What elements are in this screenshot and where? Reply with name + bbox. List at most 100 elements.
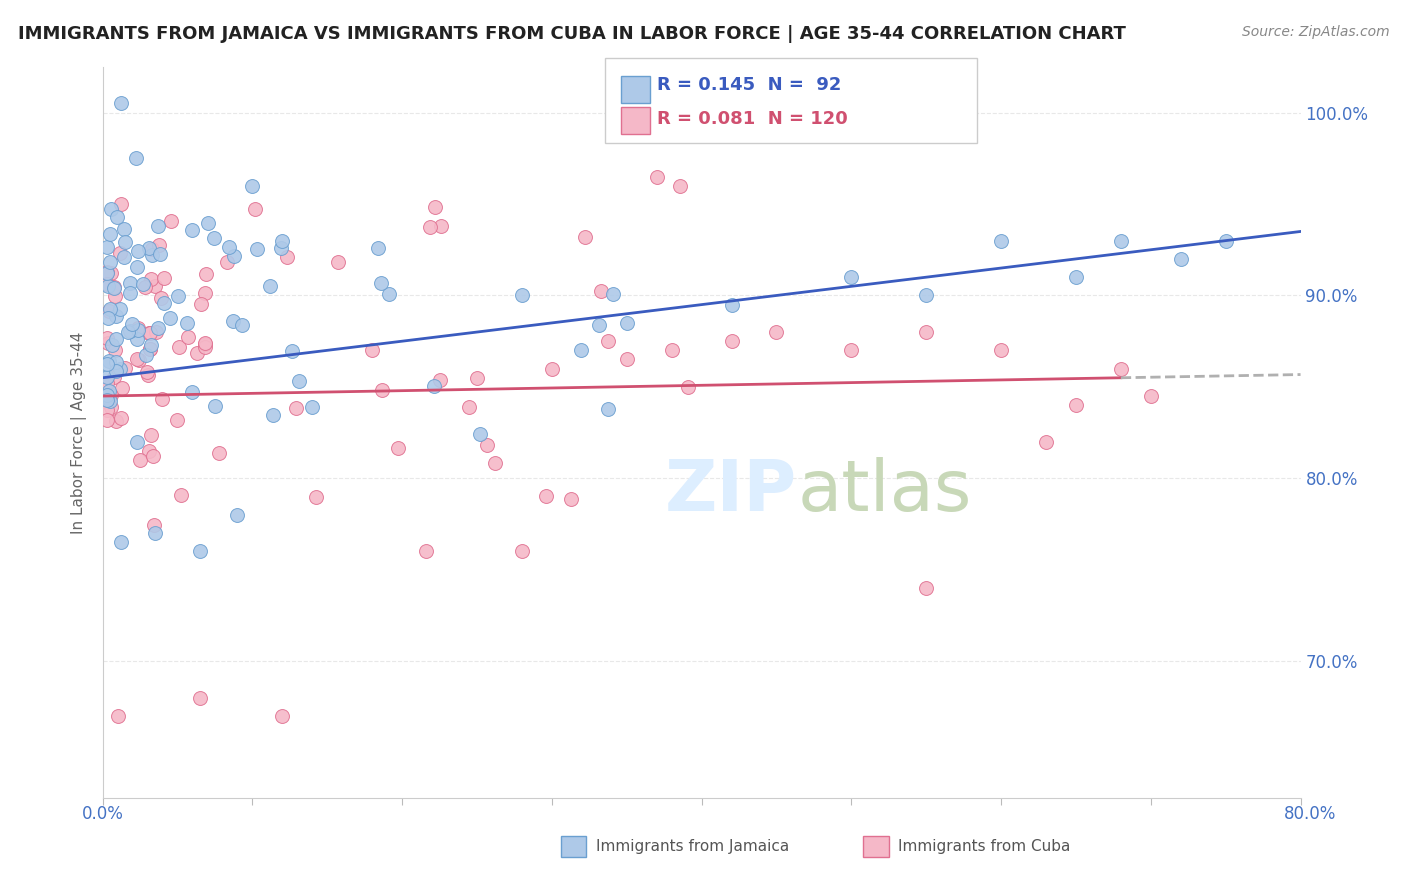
Point	[1035, 434, 1057, 449]
Point	[194, 336, 217, 351]
Point	[111, 381, 134, 395]
Point	[100, 400, 122, 414]
Point	[100, 387, 122, 401]
Point	[141, 248, 163, 262]
Point	[259, 279, 281, 293]
Point	[176, 316, 198, 330]
Point	[129, 453, 152, 467]
Point	[271, 709, 294, 723]
Point	[281, 343, 304, 358]
Point	[465, 371, 488, 385]
Text: Source: ZipAtlas.com: Source: ZipAtlas.com	[1241, 25, 1389, 39]
Point	[271, 234, 294, 248]
Point	[204, 399, 226, 413]
Point	[197, 216, 219, 230]
Point	[96, 311, 118, 326]
Point	[120, 324, 142, 338]
Point	[100, 266, 122, 280]
Point	[96, 331, 118, 345]
Point	[167, 289, 190, 303]
Point	[96, 370, 118, 384]
Point	[127, 323, 149, 337]
Point	[720, 297, 742, 311]
Point	[105, 210, 128, 224]
Point	[138, 326, 160, 341]
Point	[128, 353, 150, 368]
Point	[288, 374, 311, 388]
Point	[96, 376, 118, 391]
Point	[1139, 389, 1161, 403]
Point	[1064, 398, 1087, 412]
Text: R = 0.081  N = 120: R = 0.081 N = 120	[657, 110, 848, 128]
Text: Immigrants from Jamaica: Immigrants from Jamaica	[596, 839, 789, 854]
Point	[117, 325, 139, 339]
Point	[97, 278, 120, 293]
Text: R = 0.145  N =  92: R = 0.145 N = 92	[657, 76, 841, 94]
Point	[98, 384, 121, 398]
Point	[231, 318, 253, 332]
Point	[589, 285, 612, 299]
Point	[616, 316, 638, 330]
Point	[765, 325, 787, 339]
Point	[598, 334, 620, 348]
Point	[159, 214, 181, 228]
Point	[139, 342, 162, 356]
Point	[245, 202, 267, 217]
Point	[145, 279, 167, 293]
Point	[98, 227, 121, 242]
Point	[132, 277, 155, 292]
Point	[1109, 234, 1132, 248]
Point	[387, 442, 409, 456]
Point	[96, 388, 118, 402]
Point	[510, 544, 533, 558]
Point	[602, 286, 624, 301]
Point	[510, 288, 533, 302]
Point	[121, 318, 143, 332]
Point	[194, 286, 217, 301]
Point	[100, 202, 122, 216]
Point	[367, 241, 389, 255]
Point	[276, 250, 298, 264]
Point	[110, 535, 132, 549]
Point	[148, 238, 170, 252]
Point	[104, 289, 127, 303]
Point	[571, 343, 593, 357]
Point	[118, 276, 141, 290]
Point	[96, 393, 118, 408]
Point	[134, 279, 156, 293]
Point	[98, 301, 121, 316]
Point	[98, 304, 121, 318]
Point	[97, 336, 120, 351]
Point	[430, 219, 453, 233]
Point	[110, 411, 132, 425]
Point	[588, 318, 610, 333]
Point	[139, 342, 162, 356]
Point	[457, 400, 479, 414]
Point	[125, 332, 148, 346]
Point	[915, 581, 938, 595]
Point	[226, 508, 249, 522]
Point	[120, 286, 142, 301]
Point	[143, 526, 166, 541]
Point	[361, 343, 384, 358]
Point	[141, 242, 163, 256]
Point	[616, 352, 638, 367]
Point	[415, 544, 437, 558]
Point	[112, 222, 135, 236]
Point	[110, 197, 132, 211]
Point	[108, 362, 131, 376]
Point	[222, 249, 245, 263]
Point	[1109, 361, 1132, 376]
Point	[195, 267, 218, 281]
Point	[181, 223, 204, 237]
Point	[107, 709, 129, 723]
Point	[218, 240, 240, 254]
Point	[125, 434, 148, 449]
Point	[208, 446, 231, 460]
Point	[104, 355, 127, 369]
Text: ZIP: ZIP	[665, 457, 797, 525]
Point	[153, 296, 176, 310]
Point	[301, 400, 323, 414]
Point	[96, 266, 118, 280]
Point	[574, 229, 596, 244]
